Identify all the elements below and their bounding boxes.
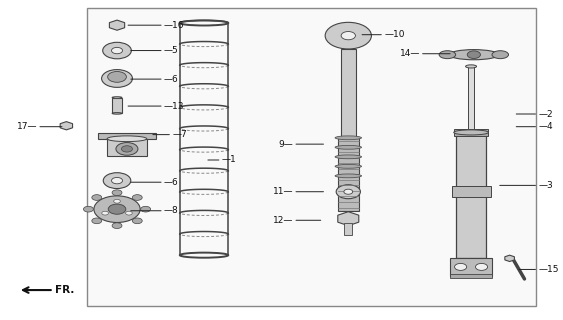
- Circle shape: [111, 178, 123, 184]
- Text: 12—: 12—: [273, 216, 293, 225]
- Circle shape: [341, 32, 355, 40]
- Circle shape: [122, 146, 132, 152]
- Text: —2: —2: [538, 109, 553, 118]
- Circle shape: [344, 189, 352, 194]
- Ellipse shape: [492, 51, 508, 59]
- Text: —3: —3: [538, 181, 553, 190]
- Text: —5: —5: [164, 46, 178, 55]
- Circle shape: [101, 69, 132, 87]
- Text: —7: —7: [172, 130, 187, 139]
- Ellipse shape: [449, 50, 499, 60]
- Circle shape: [132, 195, 142, 200]
- Circle shape: [141, 206, 151, 212]
- Bar: [450, 274, 492, 278]
- Ellipse shape: [454, 130, 489, 135]
- Bar: [99, 133, 155, 139]
- Text: —6: —6: [164, 75, 178, 84]
- Circle shape: [325, 22, 372, 49]
- Bar: [345, 223, 352, 235]
- Circle shape: [454, 263, 467, 270]
- Bar: [87, 8, 535, 306]
- Circle shape: [102, 42, 131, 59]
- Circle shape: [126, 211, 132, 215]
- Text: 14—: 14—: [400, 49, 420, 58]
- Circle shape: [92, 195, 102, 200]
- Polygon shape: [505, 255, 515, 261]
- Text: 17—: 17—: [17, 122, 37, 131]
- Text: —16: —16: [164, 21, 184, 30]
- Text: 9—: 9—: [279, 140, 293, 148]
- Circle shape: [108, 71, 126, 82]
- Ellipse shape: [335, 155, 361, 159]
- Ellipse shape: [466, 65, 477, 68]
- Bar: [112, 98, 122, 113]
- Ellipse shape: [107, 136, 147, 142]
- Ellipse shape: [112, 97, 122, 98]
- Bar: [107, 139, 147, 156]
- Text: —4: —4: [538, 122, 553, 131]
- Ellipse shape: [335, 136, 361, 140]
- Circle shape: [114, 199, 120, 203]
- Ellipse shape: [112, 113, 122, 114]
- Circle shape: [112, 223, 122, 228]
- Bar: [454, 129, 489, 136]
- Circle shape: [132, 218, 142, 224]
- Circle shape: [112, 190, 122, 196]
- Ellipse shape: [335, 145, 361, 149]
- Text: —1: —1: [222, 156, 236, 164]
- Text: —6: —6: [164, 178, 178, 187]
- Circle shape: [102, 211, 109, 215]
- Polygon shape: [109, 20, 124, 30]
- Bar: [468, 65, 474, 135]
- Text: 11—: 11—: [272, 187, 293, 196]
- Circle shape: [336, 185, 360, 199]
- Ellipse shape: [439, 51, 455, 59]
- Circle shape: [83, 206, 93, 212]
- Circle shape: [476, 263, 488, 270]
- Circle shape: [92, 218, 102, 224]
- Bar: [341, 49, 356, 138]
- Circle shape: [116, 142, 138, 155]
- Circle shape: [108, 204, 126, 214]
- Text: —15: —15: [538, 265, 558, 274]
- Ellipse shape: [335, 174, 361, 178]
- Bar: [456, 133, 486, 258]
- Text: —10: —10: [384, 30, 405, 39]
- Polygon shape: [60, 122, 73, 130]
- Circle shape: [111, 47, 123, 54]
- Polygon shape: [338, 212, 359, 226]
- Circle shape: [467, 51, 480, 59]
- Bar: [338, 138, 359, 211]
- Text: —8: —8: [164, 206, 178, 215]
- Circle shape: [103, 173, 131, 188]
- Text: FR.: FR.: [55, 285, 75, 295]
- Ellipse shape: [335, 164, 361, 168]
- Bar: [452, 186, 490, 197]
- Circle shape: [94, 196, 140, 222]
- Text: —13: —13: [164, 101, 184, 111]
- Bar: [450, 258, 492, 276]
